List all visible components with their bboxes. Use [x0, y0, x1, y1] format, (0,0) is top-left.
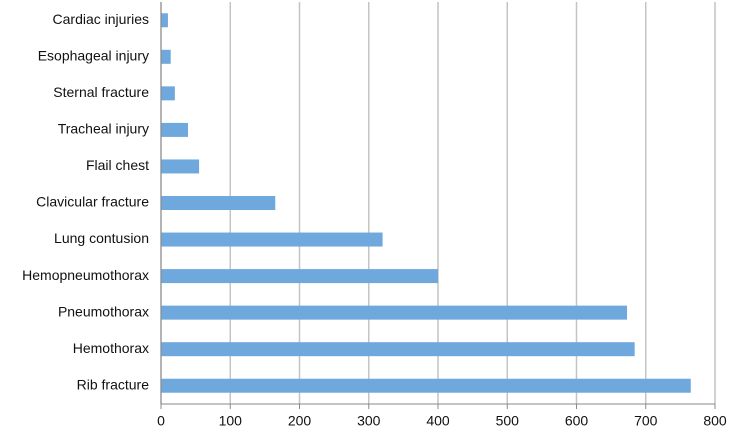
x-tick-label: 800	[703, 413, 727, 429]
y-tick-label: Cardiac injuries	[53, 11, 149, 27]
x-tick-label: 500	[496, 413, 520, 429]
y-tick-label: Lung contusion	[54, 230, 149, 246]
bar	[161, 49, 171, 64]
y-tick-label: Clavicular fracture	[36, 194, 149, 210]
bar	[161, 305, 628, 320]
bar	[161, 378, 691, 393]
x-tick-label: 100	[219, 413, 243, 429]
y-tick-label: Pneumothorax	[58, 303, 149, 319]
bar	[161, 232, 383, 247]
y-tick-label: Hemothorax	[73, 340, 149, 356]
bar	[161, 342, 635, 357]
x-tick-label: 600	[565, 413, 589, 429]
y-tick-label: Hemopneumothorax	[22, 267, 149, 283]
y-tick-label: Sternal fracture	[53, 84, 149, 100]
bar	[161, 159, 200, 174]
x-tick-label: 400	[426, 413, 450, 429]
bar	[161, 13, 168, 28]
y-tick-label: Tracheal injury	[58, 121, 149, 137]
x-tick-label: 300	[357, 413, 381, 429]
bar	[161, 196, 276, 210]
x-tick-label: 200	[288, 413, 312, 429]
bar	[161, 269, 438, 284]
y-tick-label: Flail chest	[86, 157, 149, 173]
bar	[161, 86, 175, 101]
bar	[161, 122, 189, 137]
x-tick-label: 700	[634, 413, 658, 429]
y-tick-label: Esophageal injury	[38, 48, 149, 64]
x-tick-label: 0	[157, 413, 165, 429]
y-tick-label: Rib fracture	[77, 376, 150, 392]
